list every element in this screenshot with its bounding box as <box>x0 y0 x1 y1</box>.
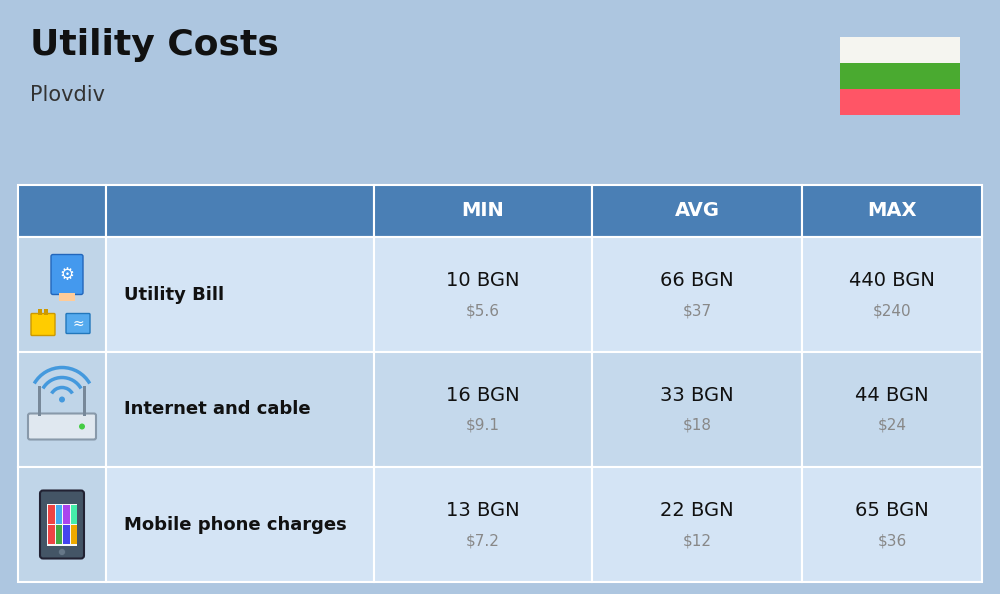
Bar <box>106 467 374 582</box>
Text: 440 BGN: 440 BGN <box>849 271 935 290</box>
Bar <box>374 467 592 582</box>
Text: $9.1: $9.1 <box>466 418 500 433</box>
Circle shape <box>59 397 65 403</box>
Bar <box>592 237 802 352</box>
Bar <box>840 37 960 63</box>
Text: Internet and cable: Internet and cable <box>124 400 311 419</box>
Text: 22 BGN: 22 BGN <box>660 501 734 520</box>
FancyBboxPatch shape <box>31 314 55 336</box>
Bar <box>18 467 106 582</box>
Text: $7.2: $7.2 <box>466 533 500 548</box>
Text: AVG: AVG <box>674 201 720 220</box>
Text: MAX: MAX <box>867 201 917 220</box>
Bar <box>38 386 41 415</box>
Bar <box>18 237 106 352</box>
Bar <box>592 185 802 237</box>
Text: Mobile phone charges: Mobile phone charges <box>124 516 347 533</box>
Bar <box>106 237 374 352</box>
Bar <box>63 504 70 523</box>
Text: Utility Costs: Utility Costs <box>30 28 279 62</box>
Circle shape <box>58 548 66 555</box>
Text: $18: $18 <box>682 418 712 433</box>
Bar <box>63 525 70 544</box>
Bar <box>802 352 982 467</box>
Text: $12: $12 <box>682 533 712 548</box>
Text: $37: $37 <box>682 303 712 318</box>
Bar <box>56 525 62 544</box>
Text: MIN: MIN <box>462 201 504 220</box>
Bar <box>106 352 374 467</box>
Bar <box>59 292 75 301</box>
Bar <box>374 237 592 352</box>
Text: 16 BGN: 16 BGN <box>446 386 520 405</box>
FancyBboxPatch shape <box>66 314 90 333</box>
Bar <box>18 185 106 237</box>
Bar <box>83 386 86 415</box>
Text: 10 BGN: 10 BGN <box>446 271 520 290</box>
Bar <box>802 467 982 582</box>
Bar <box>48 525 54 544</box>
Bar <box>38 308 42 314</box>
Bar <box>592 467 802 582</box>
Circle shape <box>79 424 85 429</box>
Text: ≈: ≈ <box>72 317 84 330</box>
Bar <box>47 504 77 545</box>
Bar <box>840 89 960 115</box>
Bar <box>44 308 48 314</box>
Text: Plovdiv: Plovdiv <box>30 85 105 105</box>
Text: Utility Bill: Utility Bill <box>124 286 224 304</box>
Text: $24: $24 <box>878 418 906 433</box>
Bar <box>48 504 54 523</box>
Text: $5.6: $5.6 <box>466 303 500 318</box>
FancyBboxPatch shape <box>51 254 83 295</box>
Text: 65 BGN: 65 BGN <box>855 501 929 520</box>
FancyBboxPatch shape <box>28 413 96 440</box>
Bar <box>592 352 802 467</box>
Bar <box>802 185 982 237</box>
Bar <box>840 63 960 89</box>
Bar <box>802 237 982 352</box>
Bar <box>56 504 62 523</box>
Text: 13 BGN: 13 BGN <box>446 501 520 520</box>
Bar <box>106 185 374 237</box>
Text: $240: $240 <box>873 303 911 318</box>
Bar <box>70 525 77 544</box>
Bar <box>374 352 592 467</box>
FancyBboxPatch shape <box>40 491 84 558</box>
Bar <box>18 352 106 467</box>
Text: 33 BGN: 33 BGN <box>660 386 734 405</box>
Bar <box>374 185 592 237</box>
Text: $36: $36 <box>877 533 907 548</box>
Text: ⚙: ⚙ <box>60 266 74 283</box>
Text: 66 BGN: 66 BGN <box>660 271 734 290</box>
Text: 44 BGN: 44 BGN <box>855 386 929 405</box>
Bar <box>70 504 77 523</box>
